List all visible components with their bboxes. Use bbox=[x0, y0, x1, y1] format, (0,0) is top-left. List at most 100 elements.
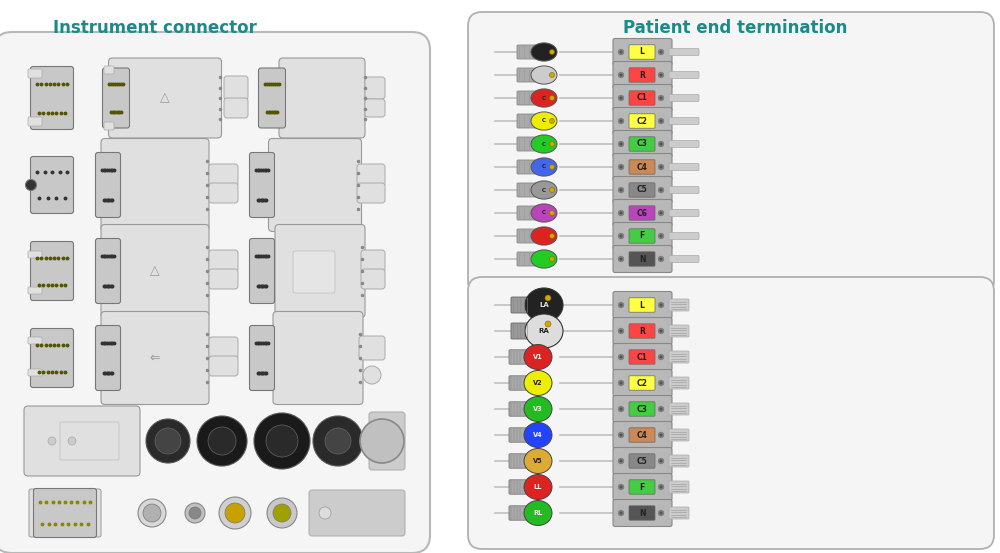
FancyBboxPatch shape bbox=[629, 350, 655, 364]
FancyBboxPatch shape bbox=[96, 238, 120, 304]
FancyBboxPatch shape bbox=[613, 39, 672, 65]
FancyBboxPatch shape bbox=[613, 343, 672, 371]
FancyBboxPatch shape bbox=[29, 489, 101, 537]
Circle shape bbox=[618, 432, 624, 438]
Circle shape bbox=[658, 233, 664, 239]
Circle shape bbox=[225, 503, 245, 523]
Text: C3: C3 bbox=[637, 404, 647, 414]
Circle shape bbox=[620, 234, 622, 237]
FancyBboxPatch shape bbox=[613, 246, 672, 273]
Circle shape bbox=[550, 72, 554, 77]
FancyBboxPatch shape bbox=[629, 137, 655, 151]
FancyBboxPatch shape bbox=[613, 222, 672, 249]
Circle shape bbox=[138, 499, 166, 527]
FancyBboxPatch shape bbox=[104, 122, 114, 130]
FancyBboxPatch shape bbox=[259, 68, 286, 128]
Circle shape bbox=[658, 328, 664, 334]
Circle shape bbox=[146, 419, 190, 463]
Ellipse shape bbox=[525, 288, 563, 322]
Circle shape bbox=[658, 72, 664, 78]
Text: N: N bbox=[639, 254, 645, 263]
Ellipse shape bbox=[524, 500, 552, 525]
FancyBboxPatch shape bbox=[279, 58, 365, 138]
Circle shape bbox=[660, 211, 662, 215]
FancyBboxPatch shape bbox=[28, 251, 42, 258]
Text: C: C bbox=[542, 142, 546, 147]
Text: Patient end termination: Patient end termination bbox=[623, 19, 847, 37]
FancyBboxPatch shape bbox=[28, 69, 42, 78]
Circle shape bbox=[658, 118, 664, 124]
Circle shape bbox=[618, 95, 624, 101]
Circle shape bbox=[658, 510, 664, 516]
FancyBboxPatch shape bbox=[629, 114, 655, 128]
FancyBboxPatch shape bbox=[629, 206, 655, 220]
Circle shape bbox=[620, 258, 622, 260]
FancyBboxPatch shape bbox=[669, 232, 699, 239]
Circle shape bbox=[618, 72, 624, 78]
FancyBboxPatch shape bbox=[669, 325, 689, 337]
Text: C5: C5 bbox=[637, 456, 647, 466]
Circle shape bbox=[620, 330, 622, 332]
FancyBboxPatch shape bbox=[365, 99, 385, 117]
Circle shape bbox=[550, 118, 554, 123]
Circle shape bbox=[660, 50, 662, 54]
FancyBboxPatch shape bbox=[517, 183, 537, 197]
FancyBboxPatch shape bbox=[357, 164, 385, 186]
Circle shape bbox=[189, 507, 201, 519]
Text: C6: C6 bbox=[637, 208, 647, 217]
Circle shape bbox=[660, 330, 662, 332]
Circle shape bbox=[550, 211, 554, 216]
FancyBboxPatch shape bbox=[613, 317, 672, 345]
Circle shape bbox=[618, 354, 624, 360]
FancyBboxPatch shape bbox=[629, 298, 655, 312]
FancyBboxPatch shape bbox=[365, 77, 385, 99]
Text: RL: RL bbox=[533, 510, 543, 516]
FancyBboxPatch shape bbox=[102, 68, 130, 128]
FancyBboxPatch shape bbox=[209, 337, 238, 359]
FancyBboxPatch shape bbox=[361, 250, 385, 272]
Text: V3: V3 bbox=[533, 406, 543, 412]
FancyBboxPatch shape bbox=[468, 277, 994, 549]
FancyBboxPatch shape bbox=[613, 131, 672, 158]
FancyBboxPatch shape bbox=[369, 412, 405, 470]
Text: F: F bbox=[639, 232, 645, 241]
Circle shape bbox=[620, 189, 622, 191]
Circle shape bbox=[658, 141, 664, 147]
Circle shape bbox=[618, 302, 624, 308]
FancyBboxPatch shape bbox=[629, 252, 655, 266]
FancyBboxPatch shape bbox=[517, 252, 537, 266]
FancyBboxPatch shape bbox=[613, 447, 672, 474]
Circle shape bbox=[254, 413, 310, 469]
Ellipse shape bbox=[524, 422, 552, 447]
FancyBboxPatch shape bbox=[517, 229, 537, 243]
Circle shape bbox=[620, 304, 622, 306]
Circle shape bbox=[550, 233, 554, 238]
FancyBboxPatch shape bbox=[629, 376, 655, 390]
FancyBboxPatch shape bbox=[34, 488, 97, 538]
Circle shape bbox=[550, 257, 554, 262]
Circle shape bbox=[618, 484, 624, 490]
Circle shape bbox=[618, 328, 624, 334]
Text: C5: C5 bbox=[637, 185, 647, 195]
FancyBboxPatch shape bbox=[629, 480, 655, 494]
FancyBboxPatch shape bbox=[96, 326, 120, 390]
Text: V1: V1 bbox=[533, 354, 543, 360]
Circle shape bbox=[658, 49, 664, 55]
Circle shape bbox=[620, 50, 622, 54]
Circle shape bbox=[620, 97, 622, 100]
FancyBboxPatch shape bbox=[629, 506, 655, 520]
Ellipse shape bbox=[531, 89, 557, 107]
FancyBboxPatch shape bbox=[669, 164, 699, 170]
Circle shape bbox=[550, 96, 554, 101]
Text: N: N bbox=[639, 509, 645, 518]
Circle shape bbox=[660, 97, 662, 100]
FancyBboxPatch shape bbox=[268, 138, 362, 232]
Circle shape bbox=[618, 164, 624, 170]
Text: V2: V2 bbox=[533, 380, 543, 386]
FancyBboxPatch shape bbox=[613, 154, 672, 180]
Circle shape bbox=[620, 165, 622, 169]
FancyBboxPatch shape bbox=[224, 98, 248, 118]
FancyBboxPatch shape bbox=[517, 91, 537, 105]
Circle shape bbox=[658, 302, 664, 308]
FancyBboxPatch shape bbox=[209, 269, 238, 289]
